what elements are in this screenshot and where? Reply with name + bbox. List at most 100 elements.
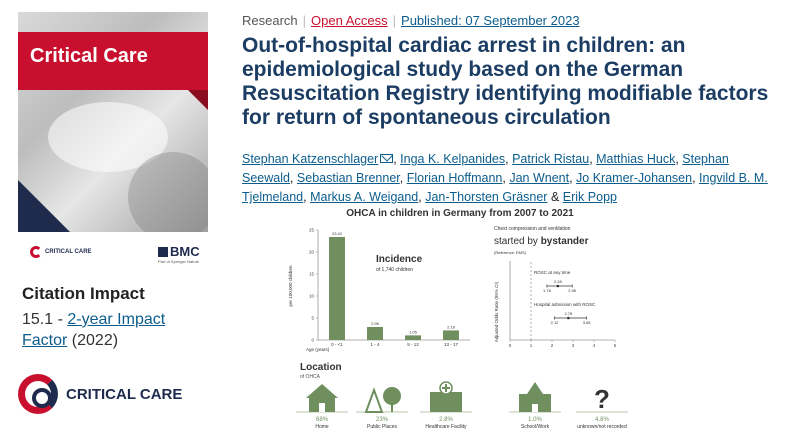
critical-care-logo-icon <box>18 374 58 414</box>
forest-header-prefix: started by <box>494 236 538 247</box>
bar-category-label: 0 - <1 <box>331 342 343 347</box>
author-link[interactable]: Florian Hoffmann <box>406 171 503 185</box>
bar-y-axis-label: per 100,000 children <box>288 265 293 307</box>
cover-corner-accent <box>188 90 208 110</box>
author-list: Stephan Katzenschlager, Inga K. Kelpanid… <box>242 152 768 204</box>
forest-x-tick-label: 0 <box>509 343 512 348</box>
bar-value-label: 2.18 <box>447 324 456 329</box>
forest-point <box>556 284 560 288</box>
school-icon <box>519 394 551 412</box>
forest-header-big: started by bystander <box>494 236 589 247</box>
impact-factor-value: 15.1 <box>22 311 54 328</box>
author-link[interactable]: Matthias Huck <box>596 152 676 166</box>
school-icon <box>527 382 543 394</box>
author-link[interactable]: Stephan Katzenschlager <box>242 152 379 166</box>
bar-value-label: 23.42 <box>332 231 343 236</box>
open-access-link[interactable]: Open Access <box>311 13 388 28</box>
forest-estimate-label: 2.78 <box>564 311 573 316</box>
question-icon: ? <box>594 384 610 414</box>
park-icon <box>364 387 384 413</box>
cover-photo-shadow <box>128 152 208 232</box>
bar-category-label: 1 - 4 <box>370 342 380 347</box>
author-link[interactable]: Patrick Ristau <box>512 152 590 166</box>
impact-factor-link[interactable]: 2-year Impact Factor <box>22 311 166 349</box>
cover-photo-highlight <box>48 102 168 172</box>
citation-impact-heading: Citation Impact <box>22 284 145 303</box>
author-link[interactable]: Markus A. Weigand <box>310 190 419 204</box>
forest-ci-low-label: 2.12 <box>551 320 560 325</box>
location-percentage: 23% <box>376 417 389 423</box>
author-link[interactable]: Stephan Seewald <box>242 152 729 185</box>
school-icon <box>532 404 538 412</box>
forest-ci-high-label: 2.96 <box>568 288 577 293</box>
infographic-title: OHCA in children in Germany from 2007 to… <box>346 208 574 219</box>
bar-y-tick-label: 25 <box>309 228 315 233</box>
bar-x-axis-label: Age (years) <box>306 347 330 352</box>
critical-care-mark-icon <box>30 246 42 258</box>
impact-factor-dash: - <box>57 311 63 328</box>
incidence-subtitle: of 1,740 children <box>376 267 413 273</box>
bar <box>405 335 421 340</box>
critical-care-logo-text: CRITICAL CARE <box>66 385 183 403</box>
citation-impact-body: 15.1 - 2-year Impact Factor (2022) <box>22 309 212 351</box>
author-link[interactable]: Jo Kramer-Johansen <box>576 171 693 185</box>
forest-reference-note: (Reference: EMS) <box>494 250 527 255</box>
article-meta: Research | Open Access | Published: 07 Septe… <box>242 13 580 28</box>
meta-separator: | <box>392 13 397 28</box>
article-title: Out-of-hospital cardiac arrest in childr… <box>242 34 769 129</box>
bar-y-tick-label: 10 <box>309 294 315 299</box>
author-link[interactable]: Sebastian Brenner <box>296 171 400 185</box>
bar-y-tick-label: 20 <box>309 250 315 255</box>
critical-care-small-logo: CRITICAL CARE <box>30 246 92 258</box>
meta-separator: | <box>302 13 307 28</box>
park-icon <box>391 403 393 412</box>
location-label: School/Work <box>521 424 550 430</box>
forest-x-tick-label: 4 <box>593 343 596 348</box>
house-icon <box>306 384 338 398</box>
location-percentage: 4.8% <box>595 417 609 423</box>
author-link[interactable]: Jan-Thorsten Gräsner <box>425 190 548 204</box>
bar-value-label: 2.96 <box>371 321 380 326</box>
location-heading: Location <box>300 362 342 373</box>
forest-y-axis-label: Adjusted Odds Ratio (95% CI) <box>494 281 499 342</box>
infographic-canvas: per 100,000 children Age (years) Inciden… <box>288 226 628 430</box>
forest-x-tick-label: 3 <box>572 343 575 348</box>
forest-ci-low-label: 1.76 <box>543 288 552 293</box>
forest-series-name: ROSC at any time <box>534 270 571 275</box>
graphical-abstract[interactable]: OHCA in children in Germany from 2007 to… <box>280 206 640 440</box>
bmc-logo: BMC Part of Springer Nature <box>158 244 200 264</box>
bar <box>443 330 459 340</box>
forest-header-bold: bystander <box>541 236 589 247</box>
forest-ci-high-label: 3.65 <box>583 320 592 325</box>
bar-y-tick-label: 0 <box>311 338 314 343</box>
bmc-logo-text: BMC <box>170 244 200 259</box>
forest-x-tick-label: 2 <box>551 343 554 348</box>
author-link[interactable]: Erik Popp <box>562 190 617 204</box>
author-link[interactable]: Ingvild B. M. Tjelmeland <box>242 171 768 204</box>
location-percentage: 68% <box>316 417 329 423</box>
bar-y-tick-label: 15 <box>309 272 315 277</box>
cover-publisher-logos: CRITICAL CARE BMC Part of Springer Natur… <box>30 244 200 266</box>
author-link[interactable]: Jan Wnent <box>509 171 570 185</box>
forest-header-small: Chest compression and ventilation <box>494 226 571 232</box>
location-subtitle: of OHCA <box>300 374 321 380</box>
bmc-logo-subtitle: Part of Springer Nature <box>158 259 200 264</box>
park-icon <box>383 387 401 405</box>
critical-care-small-logo-text: CRITICAL CARE <box>45 249 92 255</box>
forest-estimate-label: 2.28 <box>554 279 563 284</box>
published-date-link[interactable]: Published: 07 September 2023 <box>401 13 580 28</box>
critical-care-logo[interactable]: CRITICAL CARE <box>18 374 182 414</box>
location-label: Healthcare Facility <box>425 424 467 430</box>
article-type: Research <box>242 13 298 28</box>
author-link[interactable]: Inga K. Kelpanides <box>400 152 506 166</box>
house-icon <box>319 403 325 412</box>
hospital-icon <box>442 387 450 389</box>
journal-cover[interactable]: Critical Care <box>18 12 208 232</box>
bar <box>367 326 383 340</box>
email-icon[interactable] <box>380 154 394 163</box>
forest-x-tick-label: 5 <box>614 343 617 348</box>
location-percentage: 1.0% <box>528 417 542 423</box>
cover-red-band <box>18 32 208 90</box>
bar <box>329 236 345 340</box>
forest-x-tick-label: 1 <box>530 343 533 348</box>
